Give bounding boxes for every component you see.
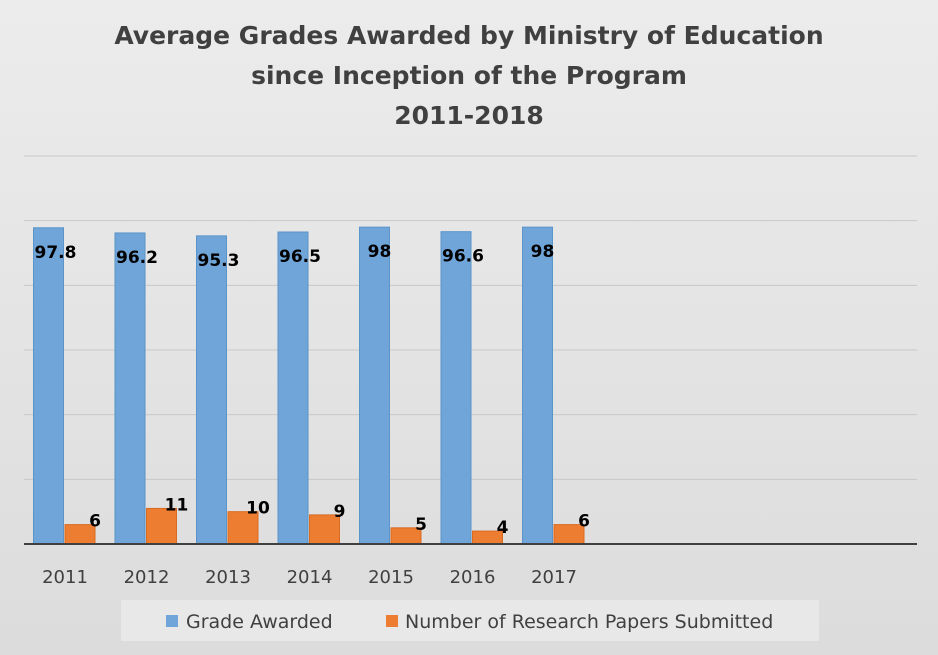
data-labels: 97.8 6 96.2 11 95.3 10 96.5 9 98 5 96.6 4 98 6 — [35, 242, 590, 538]
data-label-papers-2016: 4 — [497, 518, 509, 538]
x-tick-label-2017: 2017 — [531, 567, 577, 588]
x-tick-label-2016: 2016 — [450, 567, 496, 588]
x-tick-label-2014: 2014 — [287, 567, 333, 588]
x-tick-label-2013: 2013 — [205, 567, 251, 588]
legend-swatch-research-papers — [386, 615, 398, 627]
bar-grade-2015 — [359, 226, 390, 545]
x-axis-ticks: 2011 2012 2013 2014 2015 2016 2017 — [42, 567, 577, 588]
chart-title-line-2: since Inception of the Program — [251, 61, 687, 90]
bar-grade-2017 — [522, 226, 553, 545]
data-label-grade-2016: 96.6 — [442, 247, 484, 267]
data-label-papers-2013: 10 — [246, 499, 270, 519]
bar-papers-2012 — [146, 507, 177, 545]
data-label-grade-2012: 96.2 — [116, 248, 158, 268]
x-tick-label-2011: 2011 — [42, 567, 88, 588]
legend: Grade Awarded Number of Research Papers … — [121, 600, 819, 641]
bar-papers-2014 — [309, 514, 340, 545]
chart-title-line-1: Average Grades Awarded by Ministry of Ed… — [114, 21, 824, 50]
x-tick-label-2015: 2015 — [368, 567, 414, 588]
bar-grade-2011 — [33, 227, 64, 545]
legend-swatch-grade-awarded — [166, 615, 178, 627]
data-label-grade-2017: 98 — [531, 242, 555, 262]
data-label-papers-2012: 11 — [165, 495, 189, 515]
x-tick-label-2012: 2012 — [124, 567, 170, 588]
bar-grade-2016 — [440, 231, 472, 545]
data-label-papers-2017: 6 — [578, 512, 590, 532]
bar-grade-2014 — [277, 231, 309, 545]
data-label-papers-2015: 5 — [415, 515, 427, 535]
chart-title: Average Grades Awarded by Ministry of Ed… — [0, 16, 938, 136]
chart-title-line-3: 2011-2018 — [394, 101, 544, 130]
data-label-grade-2015: 98 — [368, 242, 392, 262]
bars — [33, 226, 585, 545]
data-label-grade-2014: 96.5 — [279, 247, 321, 267]
data-label-grade-2013: 95.3 — [198, 251, 240, 271]
bar-papers-2013 — [227, 511, 259, 545]
data-label-papers-2011: 6 — [89, 512, 101, 532]
data-label-grade-2011: 97.8 — [35, 243, 77, 263]
bar-grade-2012 — [114, 232, 146, 545]
legend-label-research-papers: Number of Research Papers Submitted — [405, 611, 773, 633]
data-label-papers-2014: 9 — [334, 502, 346, 522]
legend-background — [121, 600, 819, 641]
legend-label-grade-awarded: Grade Awarded — [186, 611, 333, 633]
bar-grade-2013 — [196, 235, 227, 545]
